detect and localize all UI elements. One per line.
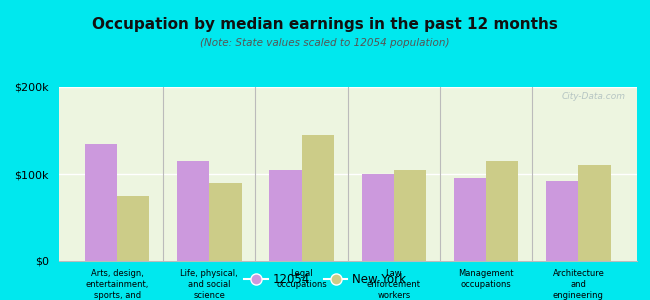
Bar bbox=[209, 183, 242, 261]
Bar bbox=[302, 135, 334, 261]
Bar bbox=[486, 161, 519, 261]
Bar bbox=[117, 196, 150, 261]
Bar bbox=[394, 169, 426, 261]
Bar bbox=[546, 181, 578, 261]
Bar bbox=[454, 178, 486, 261]
Bar bbox=[578, 165, 611, 261]
Text: City-Data.com: City-Data.com bbox=[562, 92, 625, 101]
Bar bbox=[361, 174, 394, 261]
Bar bbox=[84, 143, 117, 261]
Bar bbox=[269, 169, 302, 261]
Legend: 12054, New York: 12054, New York bbox=[239, 269, 411, 291]
Bar bbox=[177, 161, 209, 261]
Text: Occupation by median earnings in the past 12 months: Occupation by median earnings in the pas… bbox=[92, 16, 558, 32]
Text: (Note: State values scaled to 12054 population): (Note: State values scaled to 12054 popu… bbox=[200, 38, 450, 47]
